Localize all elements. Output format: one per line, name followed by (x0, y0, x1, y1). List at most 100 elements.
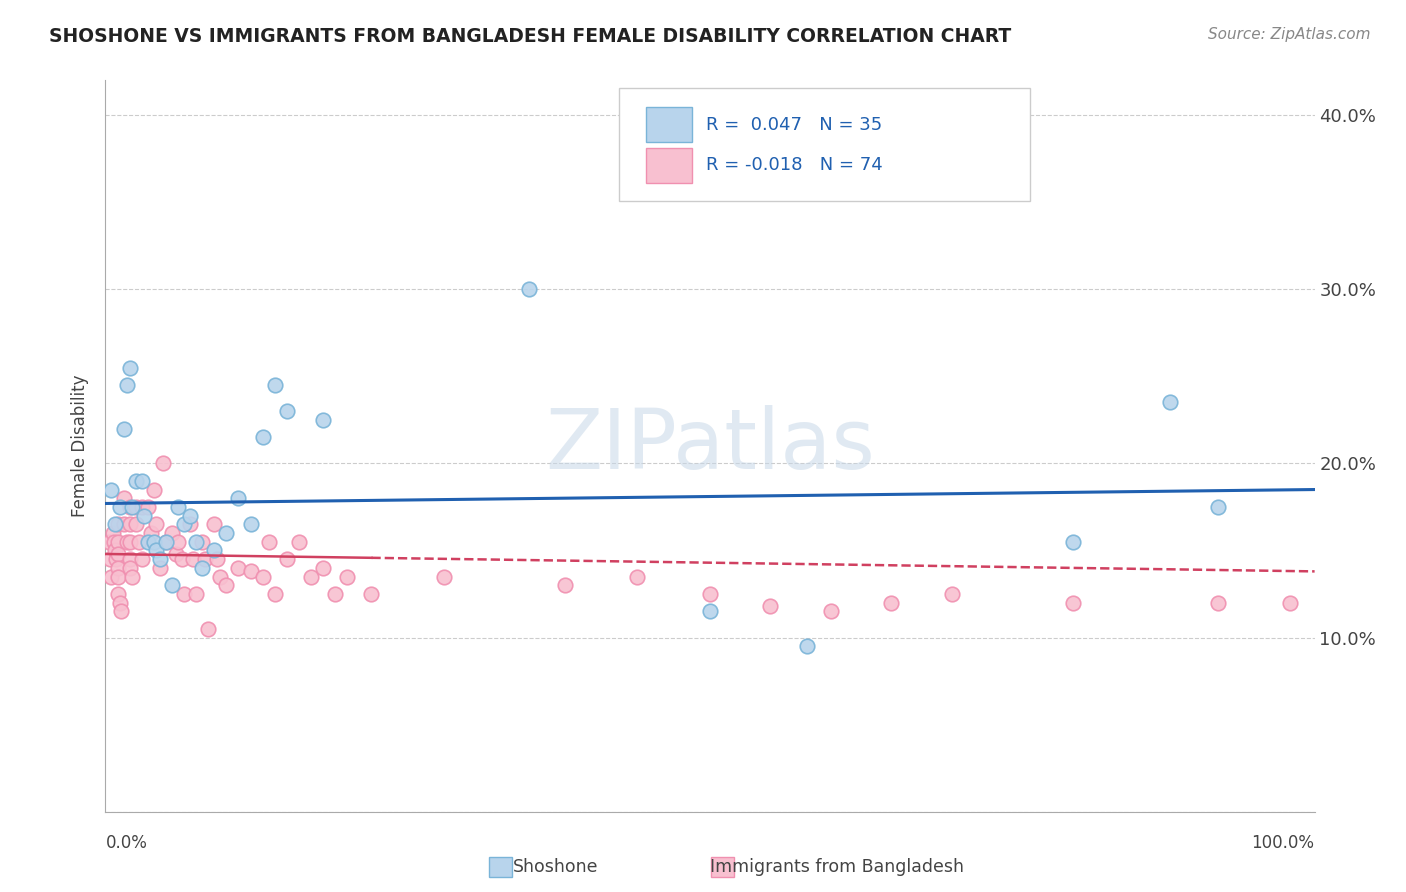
Text: 0.0%: 0.0% (105, 834, 148, 852)
Point (141, 526, 163, 541)
Point (124, 474, 148, 488)
Point (179, 517, 201, 532)
Point (360, 587, 382, 601)
Point (796, 640, 818, 654)
Point (107, 569, 129, 583)
Point (1062, 534, 1084, 549)
Point (263, 378, 285, 392)
Point (128, 534, 150, 549)
Point (121, 569, 143, 583)
Point (202, 543, 225, 558)
Point (110, 604, 132, 618)
Text: Source: ZipAtlas.com: Source: ZipAtlas.com (1208, 27, 1371, 42)
Point (142, 483, 165, 497)
Point (170, 552, 193, 566)
Point (215, 526, 238, 541)
Point (179, 508, 201, 523)
Point (1279, 596, 1302, 610)
Point (149, 561, 172, 575)
Point (167, 534, 190, 549)
Point (131, 552, 153, 566)
Text: 100.0%: 100.0% (1251, 834, 1315, 852)
Point (108, 500, 131, 514)
Point (276, 552, 298, 566)
Point (131, 500, 153, 514)
Point (517, 282, 540, 296)
Point (112, 421, 135, 435)
Point (145, 517, 167, 532)
Point (107, 517, 129, 532)
Text: R = -0.018   N = 74: R = -0.018 N = 74 (706, 156, 883, 174)
Point (191, 561, 214, 575)
Point (118, 360, 141, 375)
Point (699, 587, 721, 601)
Point (194, 552, 217, 566)
Point (181, 552, 204, 566)
Point (263, 587, 285, 601)
Point (131, 474, 153, 488)
Point (142, 534, 165, 549)
Point (107, 534, 129, 549)
Point (118, 534, 141, 549)
Point (299, 569, 322, 583)
Point (880, 596, 903, 610)
Point (186, 587, 208, 601)
Point (288, 534, 311, 549)
Point (118, 517, 141, 532)
Point (167, 500, 190, 514)
Text: Immigrants from Bangladesh: Immigrants from Bangladesh (710, 858, 963, 876)
Point (312, 561, 335, 575)
Point (107, 547, 129, 561)
Point (209, 569, 232, 583)
Point (215, 578, 238, 592)
Bar (711, 857, 734, 877)
Point (173, 517, 195, 532)
Point (115, 378, 138, 392)
Point (115, 534, 138, 549)
Point (104, 517, 127, 532)
Point (160, 578, 183, 592)
Point (145, 543, 167, 558)
Point (118, 552, 141, 566)
Point (820, 604, 842, 618)
Point (136, 534, 159, 549)
Bar (489, 857, 512, 877)
Point (228, 561, 250, 575)
Point (118, 561, 141, 575)
Point (239, 517, 262, 532)
Point (191, 534, 214, 549)
Point (134, 508, 156, 523)
Point (699, 604, 721, 618)
Point (124, 517, 148, 532)
Point (101, 526, 124, 541)
Text: SHOSHONE VS IMMIGRANTS FROM BANGLADESH FEMALE DISABILITY CORRELATION CHART: SHOSHONE VS IMMIGRANTS FROM BANGLADESH F… (49, 27, 1011, 45)
Point (1159, 395, 1181, 409)
Point (152, 457, 174, 471)
Y-axis label: Female Disability: Female Disability (72, 375, 90, 517)
Point (336, 569, 359, 583)
Point (136, 500, 159, 514)
Point (165, 547, 187, 561)
Point (1062, 596, 1084, 610)
Point (202, 517, 225, 532)
Text: ZIPatlas: ZIPatlas (546, 406, 875, 486)
Point (1206, 596, 1229, 610)
Point (626, 569, 648, 583)
FancyBboxPatch shape (620, 87, 1031, 201)
Point (257, 534, 280, 549)
Point (252, 430, 274, 444)
Point (205, 552, 228, 566)
Point (107, 587, 129, 601)
Bar (645, 107, 692, 143)
Point (173, 587, 195, 601)
Point (323, 587, 346, 601)
Point (98, 534, 121, 549)
Point (554, 578, 576, 592)
Point (155, 534, 177, 549)
Point (197, 622, 219, 636)
Text: R =  0.047   N = 35: R = 0.047 N = 35 (706, 116, 883, 134)
Point (186, 534, 208, 549)
Point (100, 483, 122, 497)
Point (107, 561, 129, 575)
Point (155, 534, 177, 549)
